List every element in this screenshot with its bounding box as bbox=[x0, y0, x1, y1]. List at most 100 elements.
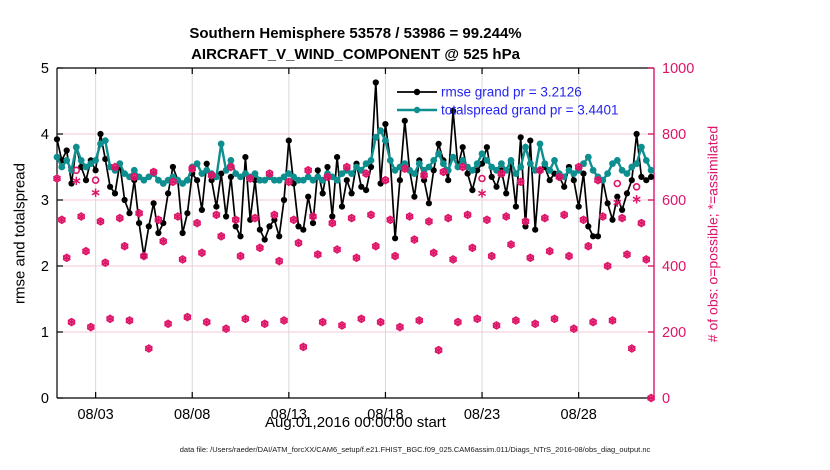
rmse-marker bbox=[261, 236, 268, 243]
rmse-marker bbox=[266, 223, 273, 230]
totalspread-marker bbox=[159, 180, 167, 187]
totalspread-marker bbox=[184, 176, 191, 184]
obs-assimilated-marker bbox=[81, 248, 90, 254]
obs-assimilated-marker bbox=[188, 165, 197, 172]
totalspread-marker bbox=[227, 157, 235, 164]
rmse-marker bbox=[575, 203, 582, 210]
totalspread-line bbox=[55, 128, 653, 185]
totalspread-marker bbox=[237, 173, 244, 181]
rmse-marker bbox=[594, 233, 602, 240]
rmse-marker bbox=[604, 200, 611, 207]
rmse-marker bbox=[300, 226, 307, 233]
rmse-marker bbox=[155, 229, 162, 237]
obs-assimilated-marker bbox=[115, 215, 124, 221]
totalspread-marker bbox=[121, 170, 128, 178]
totalspread-marker bbox=[609, 160, 616, 168]
totalspread-marker bbox=[570, 170, 578, 178]
obs-assimilated-marker bbox=[468, 245, 477, 251]
rmse-marker bbox=[194, 177, 201, 184]
obs-assimilated-marker bbox=[584, 243, 593, 249]
obs-assimilated-marker bbox=[275, 258, 284, 264]
x-axis-label: Aug.01,2016 00:00:00 start bbox=[265, 414, 446, 431]
totalspread-marker bbox=[271, 176, 278, 184]
obs-assimilated-marker bbox=[429, 250, 438, 256]
rmse-marker bbox=[150, 200, 157, 207]
obs-assimilated-marker bbox=[439, 169, 448, 175]
rmse-marker bbox=[396, 177, 403, 184]
y-left-tick-label: 1 bbox=[41, 325, 49, 341]
totalspread-marker bbox=[53, 153, 61, 161]
obs-assimilated-marker bbox=[294, 240, 303, 246]
rmse-marker bbox=[314, 167, 321, 174]
obs-assimilated-marker bbox=[497, 170, 506, 177]
obs-assimilated-marker bbox=[420, 172, 429, 178]
obs-assimilated-marker bbox=[251, 215, 260, 221]
obs-assimilated-marker bbox=[120, 243, 129, 249]
y-left-tick-label: 5 bbox=[41, 61, 49, 77]
rmse-marker bbox=[561, 183, 568, 190]
obs-assimilated-marker bbox=[362, 170, 371, 177]
totalspread-marker bbox=[647, 166, 655, 174]
totalspread-marker bbox=[362, 160, 370, 168]
totalspread-marker bbox=[242, 170, 249, 178]
obs-assimilated-marker bbox=[323, 174, 332, 180]
legend-label: totalspread grand pr = 3.4401 bbox=[441, 103, 619, 118]
rmse-marker bbox=[184, 210, 191, 217]
rmse-marker bbox=[121, 196, 128, 204]
obs-assimilated-marker bbox=[202, 319, 211, 325]
totalspread-marker bbox=[333, 176, 341, 184]
rmse-marker bbox=[633, 130, 640, 138]
totalspread-marker bbox=[82, 163, 90, 171]
obs-assimilated-marker bbox=[545, 248, 554, 254]
obs-assimilated-marker bbox=[395, 324, 404, 330]
obs-assimilated-marker bbox=[130, 174, 139, 180]
rmse-marker bbox=[97, 130, 104, 138]
obs-assimilated-marker bbox=[135, 210, 144, 216]
obs-assimilated-marker bbox=[526, 255, 535, 261]
totalspread-marker bbox=[140, 176, 148, 184]
y-left-tick-label: 2 bbox=[41, 259, 49, 275]
rmse-marker bbox=[450, 107, 457, 114]
totalspread-marker bbox=[541, 160, 549, 168]
totalspread-marker bbox=[449, 153, 457, 161]
rmse-marker bbox=[102, 156, 109, 163]
rmse-marker bbox=[580, 170, 587, 177]
y-right-tick-label: 600 bbox=[662, 193, 686, 209]
totalspread-marker bbox=[469, 166, 476, 174]
totalspread-marker bbox=[304, 173, 312, 181]
rmse-marker bbox=[213, 203, 220, 210]
totalspread-marker bbox=[483, 157, 491, 164]
obs-assimilated-marker bbox=[569, 325, 578, 332]
obs-assimilated-marker bbox=[536, 167, 544, 174]
obs-assimilated-marker bbox=[280, 317, 289, 324]
rmse-marker bbox=[512, 203, 520, 210]
obs-assimilated-marker bbox=[357, 316, 366, 322]
rmse-marker bbox=[223, 213, 230, 220]
obs-assimilated-marker bbox=[212, 212, 221, 218]
totalspread-marker bbox=[179, 180, 187, 187]
obs-assimilated-marker bbox=[159, 238, 168, 244]
totalspread-marker bbox=[314, 173, 322, 181]
totalspread-marker bbox=[353, 163, 360, 171]
obs-assimilated-marker bbox=[110, 164, 119, 170]
rmse-marker bbox=[517, 134, 524, 141]
obs-assimilated-marker bbox=[444, 215, 453, 221]
rmse-marker bbox=[232, 223, 239, 230]
obs-assimilated-marker bbox=[574, 164, 583, 170]
legend-sample-marker bbox=[413, 88, 421, 96]
rmse-marker bbox=[107, 183, 114, 190]
rmse-marker bbox=[237, 233, 244, 240]
rmse-marker bbox=[628, 177, 635, 184]
rmse-marker bbox=[469, 187, 476, 194]
rmse-marker bbox=[425, 200, 432, 207]
totalspread-marker bbox=[130, 166, 138, 174]
obs-assimilated-marker bbox=[313, 251, 322, 258]
obs-assimilated-marker bbox=[144, 345, 153, 352]
obs-assimilated-marker bbox=[289, 217, 298, 223]
obs-assimilated-marker bbox=[647, 395, 656, 401]
rmse-marker bbox=[464, 170, 471, 177]
obs-assimilated-marker bbox=[400, 165, 409, 172]
obs-assimilated-marker bbox=[139, 253, 148, 259]
x-tick-label: 08/28 bbox=[561, 407, 597, 423]
obs-assimilated-marker bbox=[565, 253, 573, 259]
